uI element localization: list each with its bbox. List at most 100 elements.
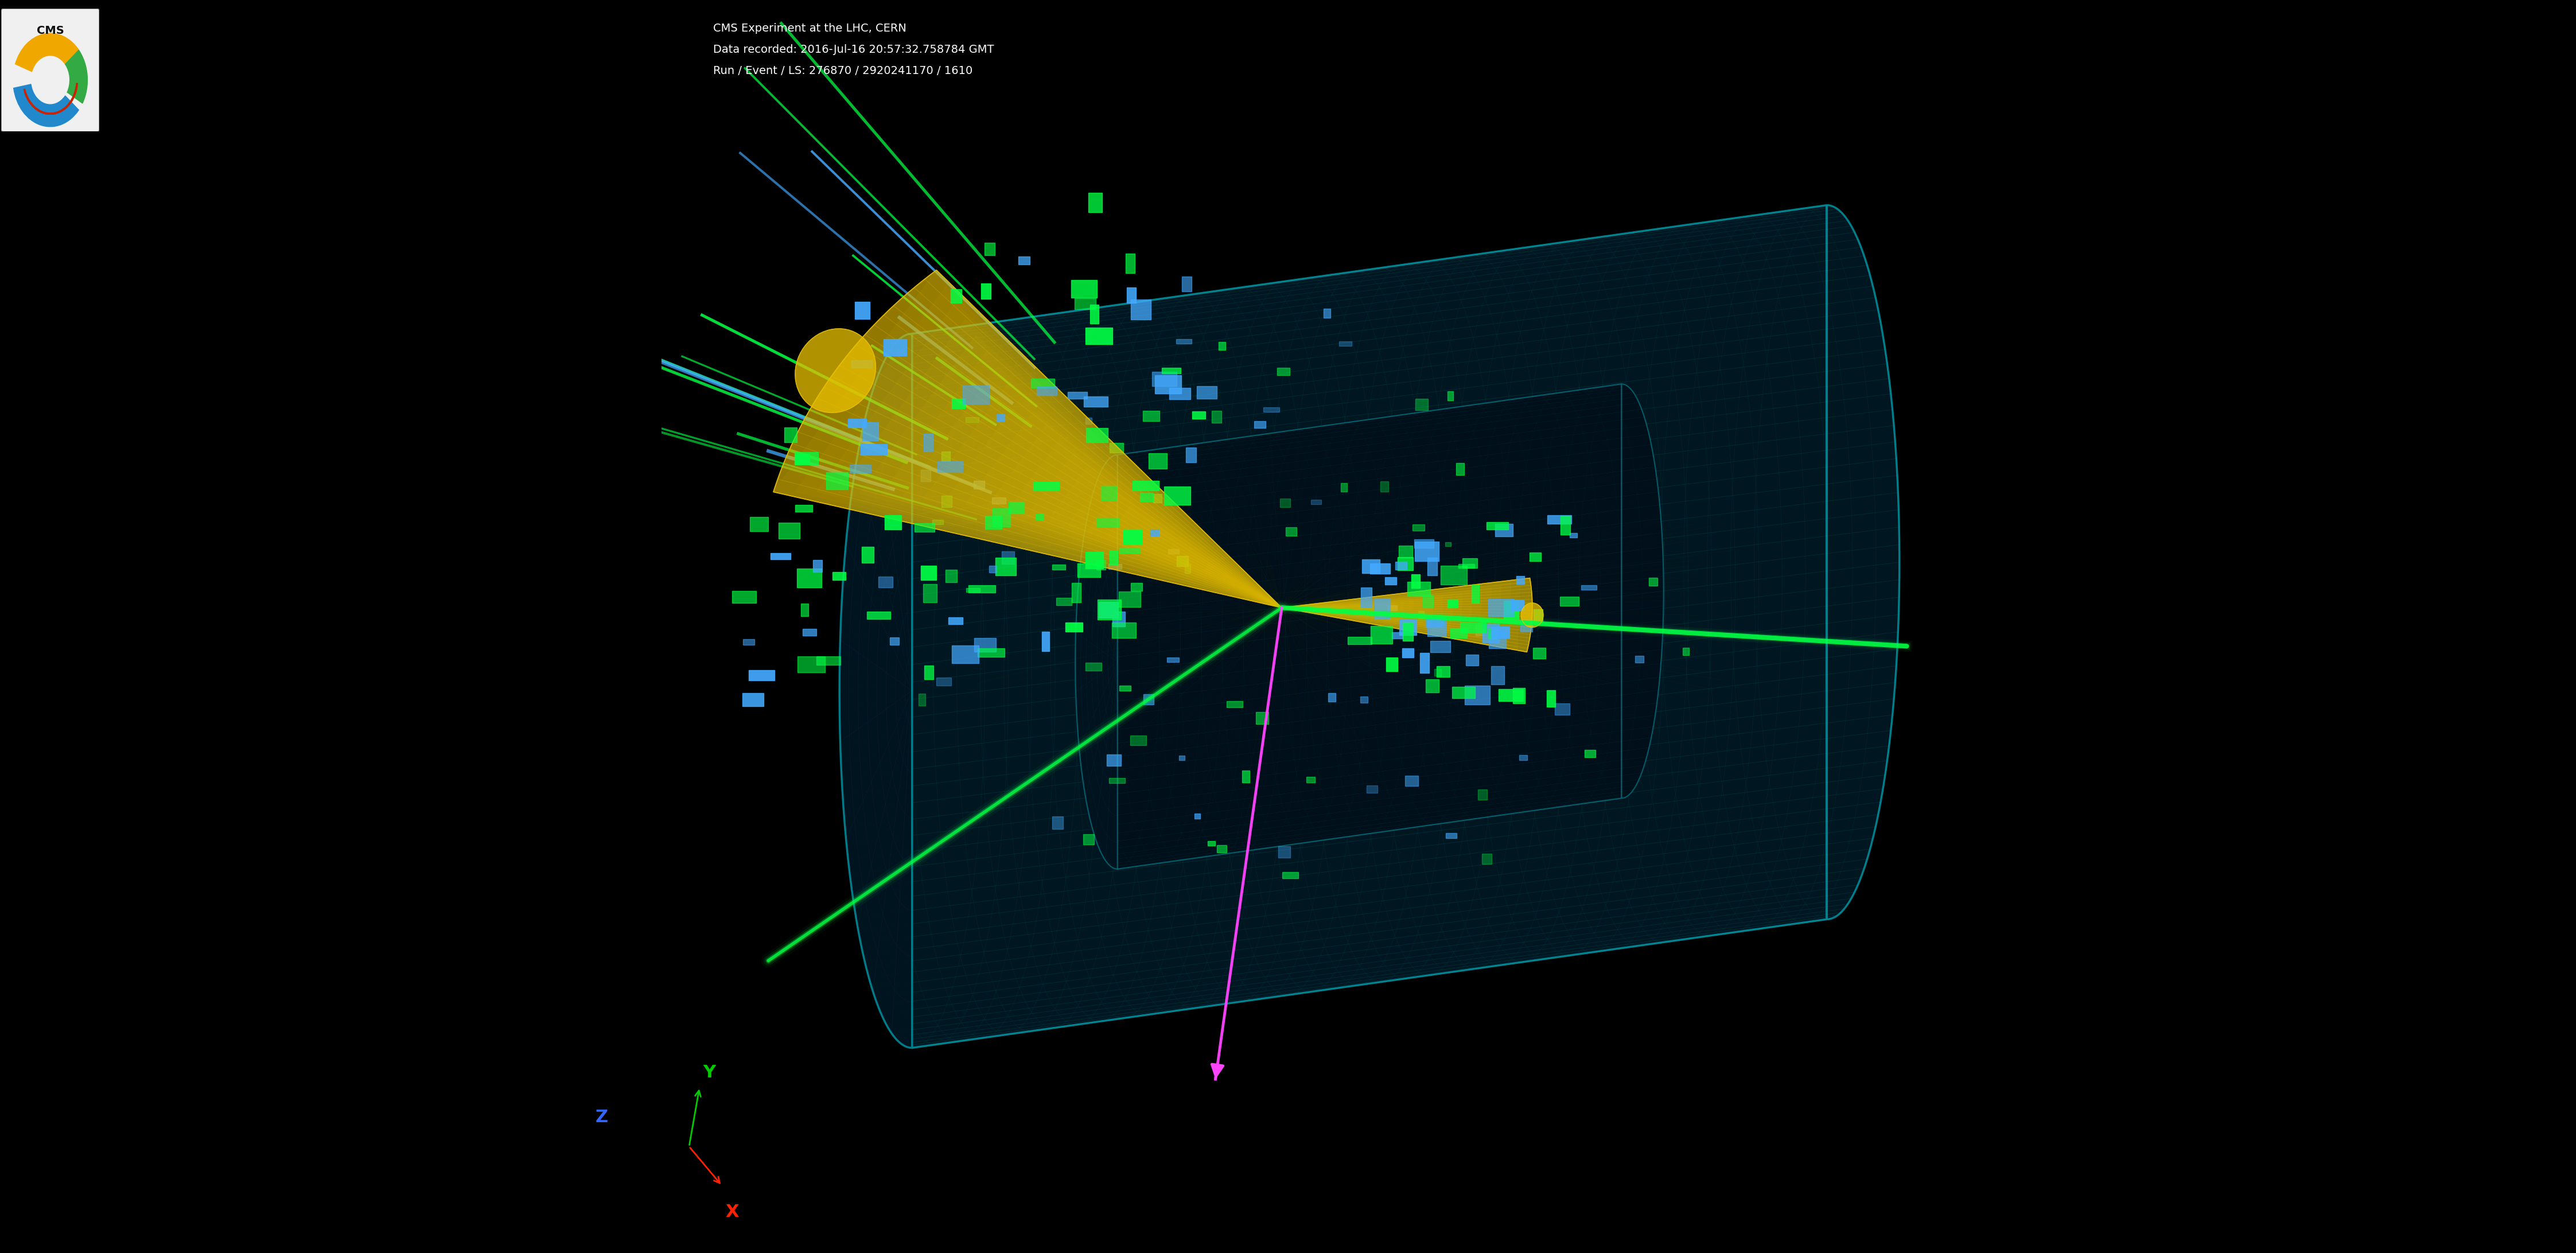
- Bar: [1461, 623, 1486, 633]
- Bar: [1401, 648, 1414, 658]
- Bar: [1489, 599, 1515, 616]
- Bar: [1051, 817, 1064, 829]
- Bar: [884, 515, 902, 530]
- Bar: [1131, 736, 1146, 746]
- Text: Z: Z: [595, 1109, 608, 1126]
- Bar: [1041, 632, 1048, 652]
- Bar: [1002, 551, 1015, 564]
- Bar: [1208, 841, 1216, 846]
- Bar: [770, 553, 791, 559]
- Bar: [1360, 588, 1373, 608]
- Bar: [750, 670, 775, 680]
- Bar: [855, 302, 871, 318]
- Bar: [1123, 530, 1141, 544]
- Bar: [1427, 619, 1443, 626]
- Bar: [1149, 454, 1167, 469]
- Bar: [1448, 600, 1458, 608]
- Bar: [1131, 583, 1141, 591]
- Bar: [1381, 481, 1388, 491]
- Bar: [1113, 623, 1136, 638]
- Bar: [1175, 340, 1193, 343]
- Bar: [966, 417, 979, 422]
- Bar: [922, 584, 938, 603]
- Polygon shape: [840, 205, 1899, 1048]
- Bar: [801, 604, 809, 616]
- Bar: [1546, 690, 1556, 707]
- Bar: [948, 618, 963, 624]
- Bar: [832, 573, 845, 580]
- Bar: [1211, 411, 1221, 424]
- Bar: [1151, 372, 1177, 386]
- Wedge shape: [13, 84, 80, 127]
- Bar: [1636, 655, 1643, 663]
- Bar: [1329, 693, 1334, 702]
- Bar: [1466, 685, 1489, 704]
- Bar: [889, 637, 899, 645]
- Bar: [1126, 253, 1136, 273]
- Bar: [732, 591, 757, 603]
- Bar: [1257, 712, 1267, 724]
- Text: CMS Experiment at the LHC, CERN: CMS Experiment at the LHC, CERN: [714, 23, 907, 34]
- Bar: [1170, 387, 1190, 400]
- Bar: [1504, 600, 1517, 619]
- Bar: [1494, 524, 1512, 536]
- Bar: [1386, 605, 1396, 610]
- Bar: [1414, 541, 1440, 561]
- Bar: [1556, 703, 1569, 715]
- Polygon shape: [840, 333, 912, 1048]
- Bar: [1489, 629, 1497, 639]
- Bar: [963, 386, 989, 403]
- Bar: [1195, 813, 1200, 819]
- Bar: [1450, 628, 1468, 638]
- Bar: [1108, 754, 1121, 766]
- Text: Data recorded: 2016-Jul-16 20:57:32.758784 GMT: Data recorded: 2016-Jul-16 20:57:32.7587…: [714, 44, 994, 55]
- Bar: [938, 678, 951, 685]
- Bar: [742, 639, 755, 645]
- Bar: [1412, 525, 1425, 530]
- Bar: [1074, 298, 1095, 309]
- Bar: [866, 611, 891, 619]
- Bar: [981, 283, 992, 298]
- Bar: [1131, 299, 1151, 320]
- Bar: [1100, 601, 1118, 618]
- Bar: [1404, 776, 1419, 786]
- Polygon shape: [796, 328, 876, 412]
- Bar: [1373, 599, 1391, 618]
- Wedge shape: [64, 50, 88, 103]
- Bar: [1649, 578, 1656, 586]
- Bar: [1386, 658, 1396, 672]
- Bar: [1569, 533, 1577, 538]
- Bar: [1391, 632, 1404, 638]
- Bar: [796, 505, 811, 511]
- Bar: [1218, 342, 1226, 350]
- Bar: [1154, 375, 1182, 393]
- Polygon shape: [1283, 578, 1533, 652]
- Bar: [1427, 558, 1437, 575]
- Bar: [914, 524, 935, 531]
- Bar: [1144, 411, 1159, 421]
- Text: Run / Event / LS: 276870 / 2920241170 / 1610: Run / Event / LS: 276870 / 2920241170 / …: [714, 65, 971, 76]
- Bar: [1167, 549, 1180, 554]
- Bar: [863, 422, 878, 441]
- Wedge shape: [15, 34, 80, 71]
- Bar: [1087, 429, 1108, 442]
- FancyBboxPatch shape: [0, 9, 100, 132]
- Bar: [1100, 486, 1115, 500]
- Bar: [1533, 609, 1543, 623]
- Bar: [1030, 378, 1054, 387]
- Bar: [1466, 654, 1479, 665]
- Bar: [992, 497, 1005, 504]
- Bar: [1360, 697, 1368, 703]
- Bar: [940, 496, 951, 507]
- Bar: [994, 558, 1015, 575]
- Bar: [1512, 600, 1525, 610]
- Polygon shape: [1520, 603, 1543, 628]
- Bar: [1445, 543, 1450, 546]
- Bar: [997, 415, 1005, 421]
- Bar: [1167, 658, 1180, 662]
- Bar: [1121, 685, 1131, 690]
- Bar: [1216, 846, 1226, 852]
- Bar: [1419, 611, 1425, 618]
- Bar: [796, 569, 822, 588]
- Bar: [920, 566, 935, 580]
